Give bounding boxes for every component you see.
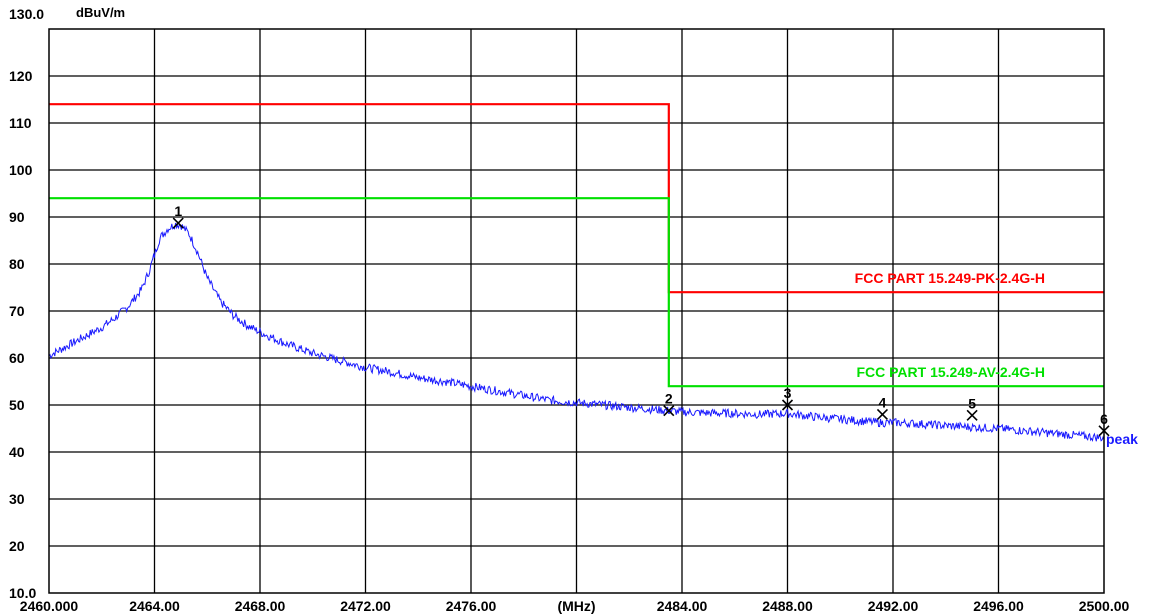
x-tick-label: 2500.00 [1079, 598, 1130, 614]
y-tick-label: 120 [9, 68, 33, 84]
y-tick-label: 50 [9, 397, 25, 413]
y-tick-label: 30 [9, 491, 25, 507]
x-tick-label: (MHz) [557, 598, 595, 614]
marker-number: 1 [174, 203, 182, 219]
marker-cross-icon [876, 408, 889, 420]
marker: 3 [781, 385, 794, 411]
marker-cross-icon [663, 405, 675, 417]
x-tick-label: 2472.00 [340, 598, 391, 614]
y-tick-label: 40 [9, 444, 25, 460]
marker-number: 3 [784, 385, 792, 401]
y-tick-label: 130.0 [9, 6, 44, 22]
marker: 4 [876, 394, 889, 420]
limit-line [49, 197, 1104, 388]
trace-label: peak [1106, 431, 1138, 447]
marker-number: 5 [968, 395, 976, 411]
y-axis-unit-label: dBuV/m [76, 5, 125, 20]
y-tick-label: 10.0 [9, 585, 36, 601]
x-tick-label: 2468.00 [235, 598, 286, 614]
marker: 5 [966, 395, 978, 421]
trace-line [48, 222, 1105, 443]
y-tick-label: 100 [9, 162, 33, 178]
grid [49, 29, 1104, 593]
y-tick-label: 60 [9, 350, 25, 366]
limit-line-label: FCC PART 15.249-AV-2.4G-H [856, 364, 1045, 380]
y-tick-label: 70 [9, 303, 25, 319]
limit-line-label: FCC PART 15.249-PK-2.4G-H [855, 270, 1045, 286]
x-tick-label: 2488.00 [762, 598, 813, 614]
marker: 1 [172, 203, 184, 229]
x-tick-label: 2464.00 [129, 598, 180, 614]
y-tick-label: 90 [9, 209, 25, 225]
x-tick-label: 2484.00 [657, 598, 708, 614]
marker: 2 [663, 391, 675, 417]
x-tick-label: 2492.00 [868, 598, 919, 614]
trace-group: peak [48, 222, 1138, 447]
marker-cross-icon [781, 399, 794, 411]
x-tick-label: 2476.00 [446, 598, 497, 614]
y-tick-label: 80 [9, 256, 25, 272]
marker-cross-icon [966, 409, 978, 421]
marker-number: 2 [665, 391, 673, 407]
y-tick-label: 20 [9, 538, 25, 554]
x-tick-label: 2460.000 [20, 598, 79, 614]
limit-lines: FCC PART 15.249-PK-2.4G-H FCC PART 15.249… [49, 103, 1104, 388]
marker-number: 4 [879, 394, 887, 410]
tick-labels: 2460.000 2464.00 2468.00 2472.00 2476.00 (MHz… [9, 6, 1130, 614]
marker-cross-icon [172, 217, 184, 229]
x-tick-label: 2496.00 [973, 598, 1024, 614]
y-tick-label: 110 [9, 115, 32, 131]
plot-border [48, 28, 1105, 594]
